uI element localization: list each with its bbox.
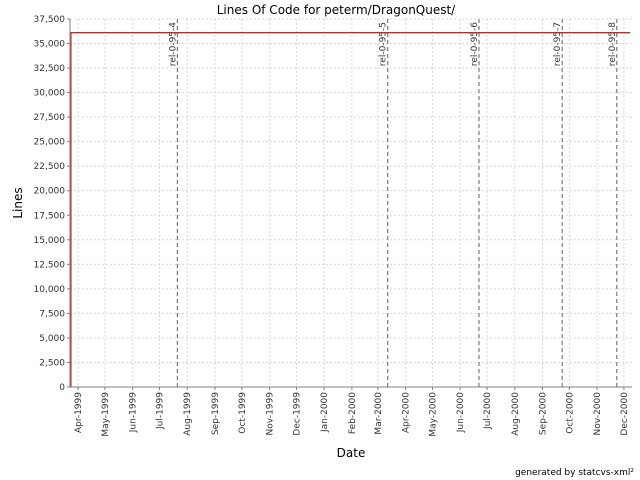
x-tick-label: Jul-1999 [155,392,165,430]
y-tick-label: 12,500 [34,260,66,270]
x-tick-label: Jan-2000 [320,392,330,433]
x-tick-label: Jun-1999 [129,392,139,433]
y-tick-label: 2,500 [39,358,65,368]
y-tick-label: 15,000 [34,236,66,246]
y-tick-label: 5,000 [39,334,65,344]
plot-area [70,19,632,387]
chart-title: Lines Of Code for peterm/DragonQuest/ [217,3,456,17]
release-marker-label: rel-0-95-5 [379,22,389,66]
x-tick-label: Nov-2000 [593,392,603,436]
x-tick-label: Dec-2000 [620,392,630,436]
footer-credit: generated by statcvs-xml² [515,468,634,478]
y-tick-label: 20,000 [34,187,66,197]
x-tick-label: Apr-2000 [402,392,412,433]
x-tick-label: Mar-2000 [374,392,384,435]
x-axis-label: Date [337,446,366,460]
x-tick-label: Sep-1999 [211,392,221,435]
y-axis-label: Lines [11,187,25,218]
x-tick-label: Dec-1999 [292,392,302,436]
y-tick-label: 30,000 [34,89,66,99]
x-tick-label: Jun-2000 [456,392,466,433]
series-line [70,32,631,387]
y-tick-label: 22,500 [34,162,66,172]
y-tick-label: 0 [59,383,65,393]
y-tick-label: 17,500 [34,211,66,221]
x-tick-label: Jul-2000 [483,392,493,430]
y-tick-label: 7,500 [39,309,65,319]
y-tick-label: 25,000 [34,138,66,148]
x-tick-label: Nov-1999 [266,392,276,436]
x-tick-label: Oct-2000 [565,392,575,434]
x-tick-label: May-1999 [101,392,111,437]
y-tick-label: 32,500 [34,64,66,74]
x-tick-label: Sep-2000 [539,392,549,435]
y-tick-label: 35,000 [34,40,66,50]
x-tick-label: Aug-2000 [511,392,521,436]
x-tick-label: May-2000 [428,392,438,437]
x-tick-label: Aug-1999 [183,392,193,436]
x-tick-label: Oct-1999 [238,392,248,434]
release-marker-label: rel-0-95-7 [553,22,563,66]
y-tick-label: 10,000 [34,285,66,295]
y-tick-label: 37,500 [34,15,66,25]
release-marker-label: rel-0-95-6 [470,22,480,66]
y-tick-label: 27,500 [34,113,66,123]
x-tick-label: Feb-2000 [348,392,358,434]
release-markers: rel-0-95-4 rel-0-95-5 rel-0-95-6 rel-0-95-7… [168,19,618,387]
release-marker-label: rel-0-95-4 [168,22,178,66]
x-axis-ticks: Apr-1999 May-1999 Jun-1999 Jul-1999 Aug-1999… [74,387,630,437]
series-layer [70,32,631,387]
release-marker-label: rel-0-95-8 [608,22,618,66]
grid [70,18,632,387]
y-axis-ticks: 0 2,500 5,000 7,500 10,000 12,500 15,000 17,500… [34,15,70,393]
x-tick-label: Apr-1999 [74,392,84,433]
